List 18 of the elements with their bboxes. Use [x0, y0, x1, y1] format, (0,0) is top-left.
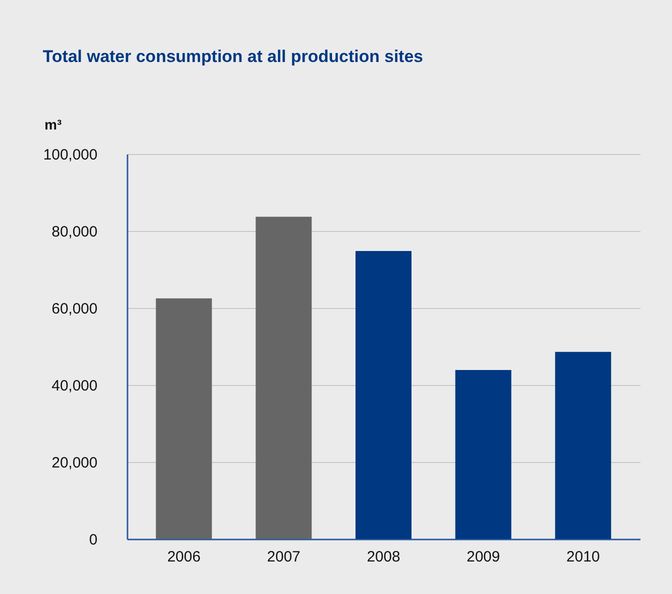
- y-tick-label: 20,000: [52, 454, 98, 472]
- y-tick-label: 100,000: [43, 146, 98, 164]
- x-tick-label: 2007: [267, 548, 300, 566]
- bar: [356, 251, 412, 539]
- chart-title: Total water consumption at all production sites: [42, 47, 424, 66]
- bar: [455, 370, 512, 539]
- y-tick-label: 0: [89, 532, 98, 548]
- y-tick-label: 60,000: [52, 300, 98, 318]
- y-tick-label: 80,000: [52, 224, 98, 240]
- x-tick-label: 2009: [466, 548, 500, 566]
- x-tick-label: 2010: [566, 548, 600, 566]
- y-tick-label: 40,000: [52, 378, 98, 394]
- y-axis-title: m³: [44, 116, 62, 132]
- x-tick-label: 2006: [167, 548, 201, 566]
- bar: [156, 298, 212, 539]
- x-tick-label: 2008: [366, 548, 400, 566]
- bar: [555, 352, 612, 539]
- bar: [256, 216, 312, 539]
